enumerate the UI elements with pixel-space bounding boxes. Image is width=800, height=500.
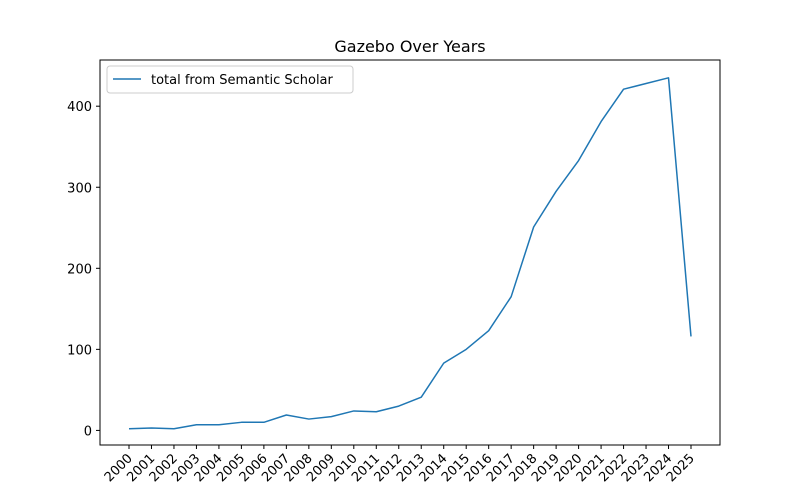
y-tick-label: 0 [84,424,92,439]
chart-title: Gazebo Over Years [334,37,485,56]
y-tick-label: 100 [67,343,92,358]
y-tick-label: 300 [67,181,92,196]
legend-frame [106,65,354,94]
series-line-total-from-semantic-scholar [128,77,692,430]
axes-frame [99,59,721,446]
legend-entry-total-from-semantic-scholar: total from Semantic Scholar [151,73,334,88]
legend: total from Semantic Scholar [106,65,354,94]
y-tick-label: 200 [67,262,92,277]
y-tick-label: 400 [67,100,92,115]
